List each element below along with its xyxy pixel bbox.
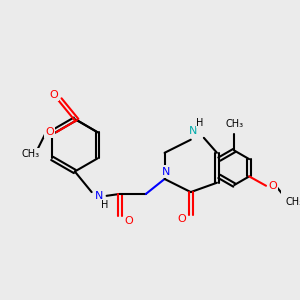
Text: N: N bbox=[188, 126, 197, 136]
Text: N: N bbox=[95, 191, 103, 201]
Text: H: H bbox=[101, 200, 108, 210]
Text: CH₃: CH₃ bbox=[225, 119, 243, 129]
Text: H: H bbox=[196, 118, 204, 128]
Text: O: O bbox=[45, 127, 54, 137]
Text: O: O bbox=[268, 181, 277, 191]
Text: O: O bbox=[49, 90, 58, 100]
Text: CH₃: CH₃ bbox=[21, 149, 39, 159]
Text: O: O bbox=[125, 216, 134, 226]
Text: CH₃: CH₃ bbox=[285, 197, 300, 207]
Text: O: O bbox=[177, 214, 186, 224]
Text: N: N bbox=[162, 167, 171, 176]
